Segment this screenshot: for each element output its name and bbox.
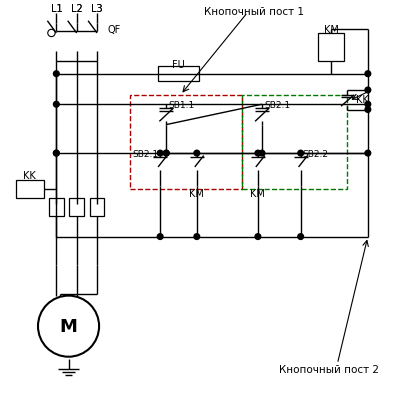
Circle shape	[194, 234, 199, 240]
Bar	[158, 67, 198, 82]
Text: KK: KK	[24, 171, 36, 181]
Circle shape	[254, 234, 260, 240]
Text: SB2.1: SB2.1	[263, 101, 290, 110]
Text: L1: L1	[50, 4, 62, 13]
Text: SB2.1: SB2.1	[132, 150, 158, 159]
Circle shape	[163, 151, 169, 157]
Text: KK: KK	[356, 95, 368, 105]
Circle shape	[364, 88, 370, 94]
Circle shape	[254, 151, 260, 157]
Circle shape	[157, 234, 163, 240]
Bar	[317, 34, 344, 62]
Text: FU: FU	[172, 59, 185, 70]
Circle shape	[364, 72, 370, 77]
Text: QF: QF	[107, 25, 120, 35]
Circle shape	[53, 72, 59, 77]
Circle shape	[157, 151, 163, 157]
Text: L3: L3	[91, 4, 102, 13]
Text: Кнопочный пост 2: Кнопочный пост 2	[278, 364, 378, 374]
Text: SB2.2: SB2.2	[302, 150, 328, 159]
Text: L2: L2	[71, 4, 82, 13]
Bar	[69, 198, 84, 217]
Text: L3: L3	[91, 4, 102, 13]
Bar	[49, 198, 64, 217]
Circle shape	[259, 151, 264, 157]
Text: Кнопочный пост 1: Кнопочный пост 1	[203, 7, 303, 17]
Circle shape	[364, 102, 370, 108]
Circle shape	[364, 108, 370, 113]
Circle shape	[364, 151, 370, 157]
Text: KM: KM	[189, 189, 204, 198]
Text: SB1.1: SB1.1	[168, 101, 194, 110]
Text: L2: L2	[71, 4, 82, 13]
Bar	[241, 96, 347, 189]
Text: L1: L1	[50, 4, 62, 13]
Circle shape	[53, 151, 59, 157]
Bar	[16, 180, 44, 198]
Circle shape	[297, 234, 303, 240]
Text: KM: KM	[323, 25, 338, 35]
Text: KM: KM	[250, 189, 265, 198]
Circle shape	[163, 151, 169, 157]
Bar	[90, 198, 104, 217]
Circle shape	[53, 151, 59, 157]
Bar	[129, 96, 241, 189]
Text: M: M	[59, 317, 77, 335]
Circle shape	[53, 102, 59, 108]
Circle shape	[297, 151, 303, 157]
Circle shape	[194, 151, 199, 157]
